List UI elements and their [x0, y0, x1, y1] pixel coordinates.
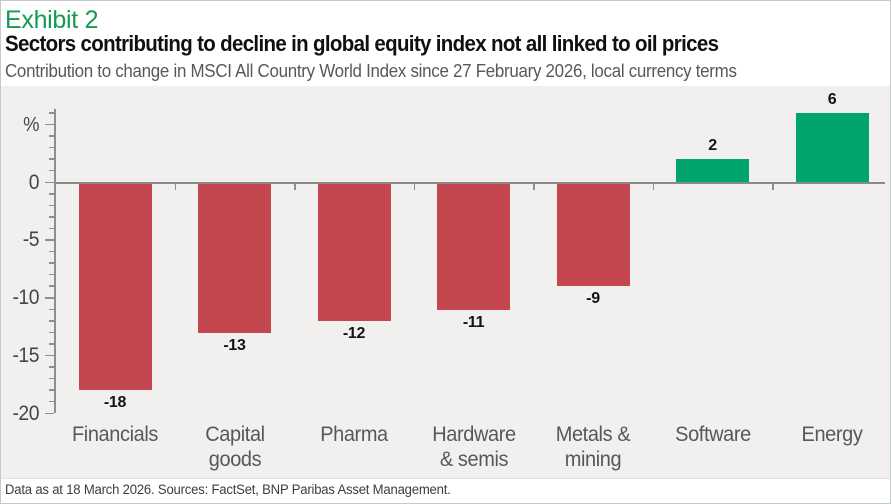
y-major-tick: [45, 239, 54, 241]
exhibit-label: Exhibit 2: [5, 6, 99, 34]
category-label-hardware-semis: Hardware & semis: [407, 422, 540, 472]
bar-software: [676, 159, 749, 183]
category-label-line: mining: [564, 448, 622, 471]
x-boundary-tick: [294, 183, 296, 190]
bar-pharma: [317, 182, 391, 322]
y-minor-tick: [49, 262, 54, 264]
chart-title: Sectors contributing to decline in globa…: [5, 31, 719, 56]
category-label-line: Software: [674, 423, 751, 446]
bar-value-label: 2: [708, 137, 717, 155]
category-label-capital-goods: Capital goods: [168, 422, 301, 472]
y-major-tick: [45, 181, 54, 183]
chart-subtitle: Contribution to change in MSCI All Count…: [5, 61, 737, 81]
x-boundary-tick: [533, 183, 535, 190]
y-minor-tick: [49, 158, 54, 160]
y-minor-tick: [49, 285, 54, 287]
y-minor-tick: [49, 227, 54, 230]
x-boundary-tick: [413, 183, 416, 190]
y-minor-tick: [49, 343, 54, 345]
y-minor-tick: [49, 389, 54, 391]
x-boundary-tick: [652, 183, 655, 190]
y-major-tick: [45, 123, 54, 126]
y-minor-tick: [49, 169, 54, 172]
x-boundary-tick: [174, 183, 177, 190]
y-major-tick: [45, 297, 54, 299]
category-label-metals-mining: Metals & mining: [527, 422, 660, 472]
zero-baseline: [54, 181, 885, 184]
y-minor-tick: [49, 112, 54, 114]
bar-value-label: -11: [462, 313, 485, 331]
category-label-line: Financials: [71, 423, 159, 446]
y-minor-tick: [49, 400, 54, 403]
y-minor-tick: [49, 146, 54, 149]
y-minor-tick: [49, 135, 54, 137]
bar-value-label: 6: [827, 91, 837, 109]
bar-value-label: -12: [342, 325, 366, 343]
y-tick-label: -15: [12, 343, 40, 367]
y-minor-tick: [49, 320, 54, 322]
bar-metals-mining: [556, 182, 630, 287]
bar-value-label: -9: [586, 290, 600, 308]
y-tick-label: 0: [28, 170, 40, 194]
y-minor-tick: [49, 250, 54, 253]
y-tick-label: -5: [22, 228, 40, 252]
y-axis-unit-label: %: [23, 114, 39, 136]
y-minor-tick: [49, 377, 54, 380]
category-label-energy: Energy: [766, 422, 891, 447]
y-minor-tick: [49, 366, 54, 368]
category-label-line: Energy: [801, 423, 863, 446]
bar-energy: [795, 113, 869, 183]
bar-capital-goods: [198, 182, 271, 333]
y-minor-tick: [49, 331, 54, 334]
y-tick-label: -10: [12, 286, 40, 309]
bar-value-label: -13: [223, 336, 246, 354]
bar-hardware-semis: [437, 182, 510, 310]
category-label-pharma: Pharma: [288, 422, 421, 447]
y-minor-tick: [49, 216, 54, 218]
y-minor-tick: [49, 204, 54, 207]
bar-chart-plot-area: 0 -5 -10 -15 -20% -18 Financials -13 Capital good…: [1, 86, 890, 479]
source-note: Data as at 18 March 2026. Sources: FactS…: [5, 482, 451, 497]
category-label-line: Capital: [204, 423, 265, 446]
category-label-line: Pharma: [320, 423, 388, 446]
bar-value-label: -18: [103, 394, 127, 412]
category-label-software: Software: [646, 422, 779, 447]
y-major-tick: [45, 412, 54, 414]
y-axis-line: [54, 109, 56, 414]
bar-financials: [78, 182, 152, 391]
y-minor-tick: [49, 193, 54, 195]
category-label-line: & semis: [439, 448, 508, 471]
category-label-line: goods: [208, 448, 261, 471]
y-tick-label: -20: [12, 401, 40, 425]
category-label-financials: Financials: [49, 422, 182, 447]
y-minor-tick: [49, 273, 54, 276]
x-boundary-tick: [772, 183, 774, 190]
y-minor-tick: [49, 308, 54, 311]
category-label-line: Metals &: [555, 423, 631, 446]
category-label-line: Hardware: [431, 423, 516, 446]
y-major-tick: [45, 354, 54, 357]
